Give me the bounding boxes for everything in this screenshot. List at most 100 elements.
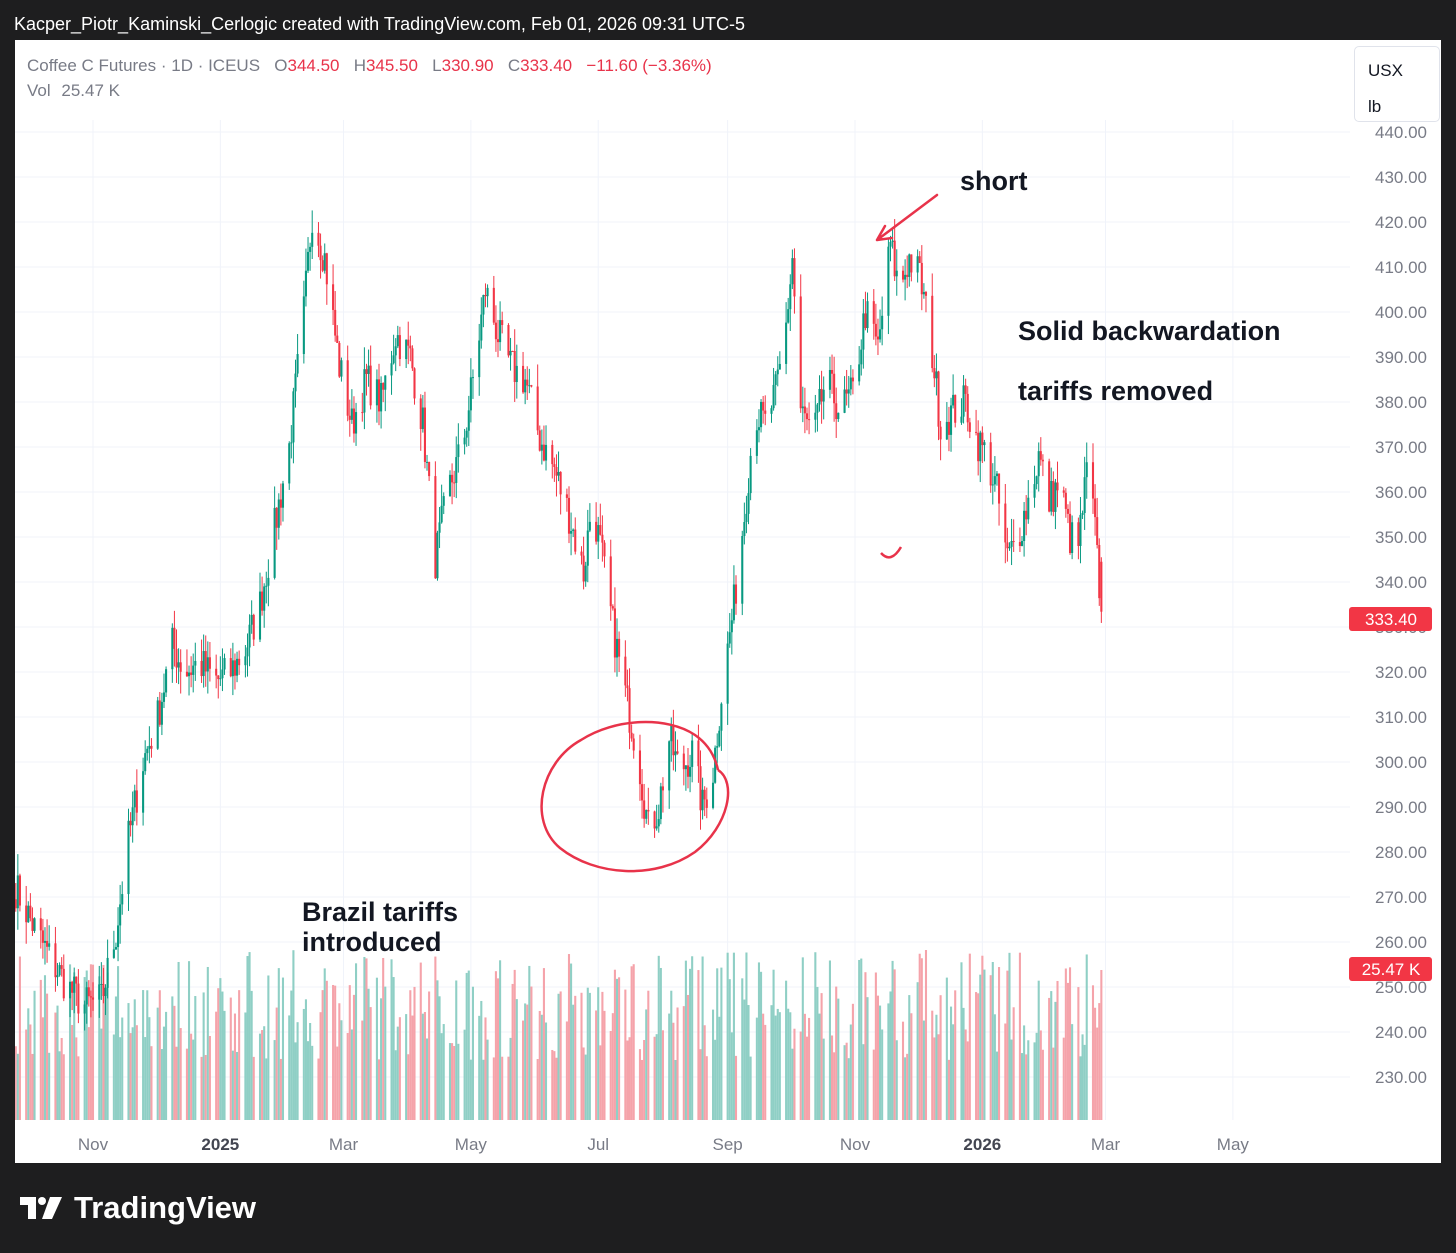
volume-bar	[229, 997, 232, 1120]
candle-body	[501, 320, 504, 325]
currency-unit-selector[interactable]: USX lb	[1354, 46, 1440, 122]
candle-body	[1083, 477, 1086, 514]
volume-bar	[150, 1046, 153, 1120]
volume-bar	[54, 1012, 57, 1120]
volume-bar	[962, 1007, 965, 1120]
candle-body	[597, 525, 600, 542]
candle-body	[975, 431, 978, 433]
candle-body	[340, 360, 343, 377]
candle-body	[492, 287, 495, 323]
candle-body	[904, 274, 907, 280]
volume-bar	[369, 1007, 372, 1120]
last-price-badge: 333.40	[1349, 607, 1432, 631]
volume-bar	[179, 1028, 182, 1120]
volume-bar	[200, 1056, 203, 1120]
volume-bar	[202, 992, 205, 1120]
price-chart[interactable]: 440.00 430.00 420.00 410.00 400.00 390.00 380.…	[15, 40, 1441, 1163]
volume-bar	[618, 977, 621, 1120]
chart-panel[interactable]: Coffee C Futures · 1D · ICEUS O344.50 H3…	[15, 40, 1441, 1163]
volume-bar	[720, 967, 723, 1120]
volume-bar	[793, 1028, 796, 1120]
volume-bar	[451, 1043, 454, 1120]
volume-bar	[668, 1013, 671, 1120]
volume-bar	[296, 1022, 299, 1120]
volume-bar	[233, 1013, 237, 1120]
volume-bar	[895, 1040, 898, 1120]
tradingview-logo[interactable]: TradingView	[18, 1190, 256, 1226]
candle-body	[703, 789, 706, 800]
candle-body	[609, 556, 612, 607]
volume-bar	[39, 979, 42, 1120]
volume-bar	[306, 1041, 310, 1120]
volume-bar	[463, 1029, 466, 1120]
volume-bar	[112, 1034, 115, 1120]
volume-bar	[323, 968, 326, 1120]
volume-bar	[1100, 970, 1103, 1120]
candle-body	[945, 421, 948, 440]
vol-label: Vol	[27, 81, 51, 100]
candle-body	[127, 820, 130, 895]
volume-bar	[246, 956, 249, 1120]
candle-body	[223, 658, 226, 670]
volume-bar	[1079, 1056, 1082, 1120]
candle-body	[1033, 484, 1036, 498]
grid-lines	[15, 120, 1350, 1120]
candle-body	[697, 740, 700, 767]
volume-bar	[747, 1005, 750, 1120]
volume-bar	[828, 960, 831, 1120]
volume-bar	[998, 967, 1001, 1120]
candle-body	[659, 786, 662, 820]
candle-body	[1079, 514, 1082, 546]
volume-bar	[340, 1020, 343, 1120]
volume-bar	[555, 1057, 558, 1120]
candle-body	[947, 421, 950, 435]
candle-body	[803, 406, 806, 414]
volume-bar	[336, 1046, 339, 1120]
candle-body	[471, 377, 474, 379]
candle-body	[177, 662, 180, 668]
candle-body	[530, 385, 533, 387]
candle-body	[1018, 542, 1021, 546]
candle-body	[457, 444, 460, 458]
volume-bar	[858, 959, 861, 1120]
candle-body	[989, 442, 992, 486]
volume-bar	[1085, 954, 1088, 1120]
volume-bar	[580, 992, 583, 1120]
volume-bar	[507, 1056, 510, 1120]
candle-body	[117, 925, 120, 948]
candle-body	[645, 809, 648, 819]
y-tick-label: 290.00	[1375, 798, 1427, 817]
candle-body	[720, 703, 723, 731]
candle-body	[822, 389, 825, 402]
candle-body	[156, 700, 159, 749]
candle-body	[29, 905, 32, 919]
candle-body	[1035, 476, 1038, 485]
volume-bar	[734, 1055, 738, 1120]
volume-bar	[684, 960, 687, 1120]
volume-bar	[106, 972, 109, 1120]
candle-body	[112, 949, 115, 958]
y-tick-label: 260.00	[1375, 933, 1427, 952]
candle-body	[425, 461, 429, 463]
volume-bar	[567, 954, 571, 1120]
volume-bar	[363, 956, 366, 1120]
volume-bar	[438, 996, 441, 1120]
volume-bar	[837, 998, 840, 1120]
y-tick-label: 300.00	[1375, 753, 1427, 772]
candle-body	[478, 340, 481, 378]
last-price-badge-text: 333.40	[1365, 610, 1417, 629]
volume-bar	[528, 965, 531, 1120]
candle-body	[1085, 462, 1088, 478]
volume-bar	[114, 996, 118, 1120]
candle-body	[655, 826, 658, 829]
candle-body	[135, 790, 138, 813]
volume-bar	[77, 1056, 80, 1120]
candle-body	[630, 732, 633, 739]
y-tick-label: 280.00	[1375, 843, 1427, 862]
volume-bar	[647, 990, 650, 1120]
volume-bar	[879, 1005, 882, 1120]
candle-body	[734, 584, 738, 604]
candle-body	[499, 320, 502, 343]
volume-bar	[937, 1034, 940, 1120]
candle-body	[398, 335, 401, 360]
